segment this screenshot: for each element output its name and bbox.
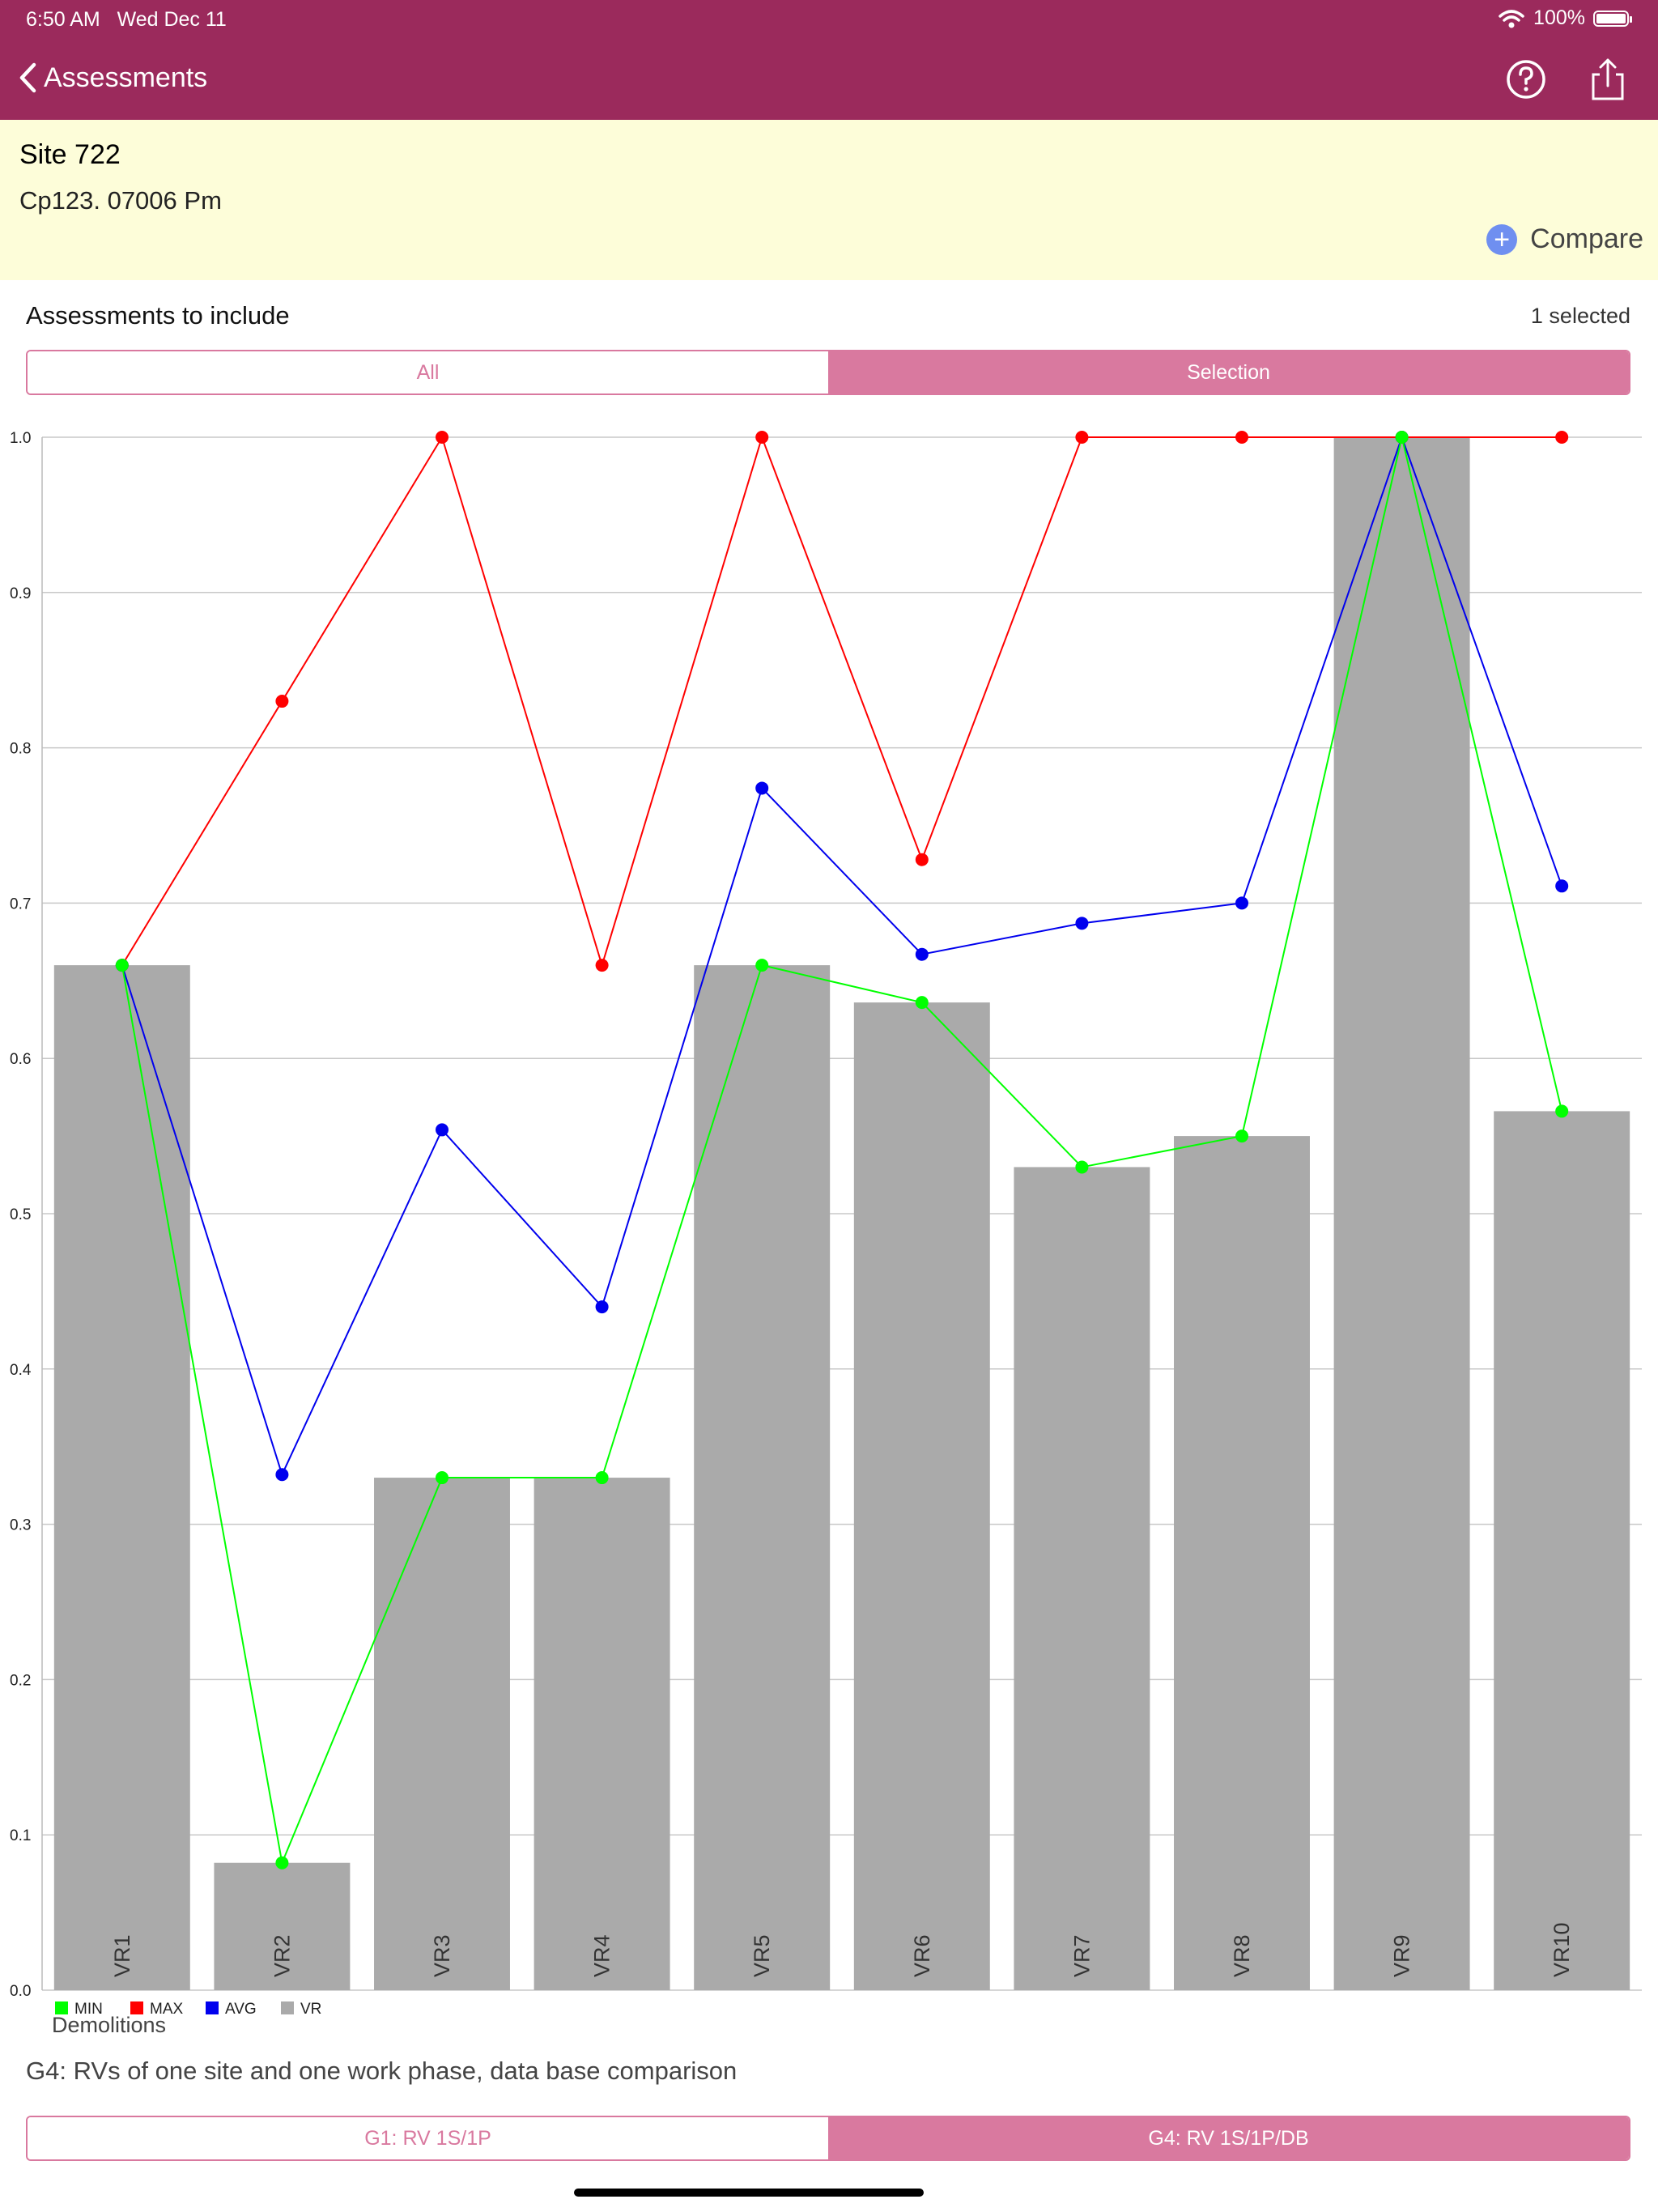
segment-selection[interactable]: Selection: [828, 351, 1629, 393]
plus-circle-icon: +: [1486, 223, 1518, 255]
nav-bar: Assessments: [0, 39, 1658, 120]
x-tick-label: VR5: [750, 1934, 774, 1977]
segment-g4[interactable]: G4: RV 1S/1P/DB: [828, 2117, 1629, 2159]
legend-swatch-min: [55, 2001, 68, 2014]
status-time: 6:50 AM Wed Dec 11: [26, 8, 227, 31]
wifi-icon: [1499, 9, 1524, 28]
compare-button[interactable]: + Compare: [1486, 223, 1643, 255]
x-tick-label: VR9: [1390, 1934, 1414, 1977]
question-circle-icon[interactable]: [1503, 57, 1549, 102]
bar-vr9: [1333, 437, 1470, 1990]
y-tick-label: 1.0: [10, 430, 31, 447]
bar-vr1: [53, 965, 190, 1990]
x-tick-label: VR1: [110, 1934, 134, 1977]
x-tick-label: VR10: [1550, 1922, 1574, 1977]
legend-swatch-avg: [206, 2001, 219, 2014]
point-avg-vr6: [915, 947, 929, 961]
battery-percent: 100%: [1533, 6, 1585, 29]
point-avg-vr5: [755, 781, 769, 795]
selected-count: 1 selected: [1530, 304, 1630, 328]
y-tick-label: 0.5: [10, 1206, 31, 1223]
point-max-vr3: [436, 431, 449, 444]
bar-vr2: [214, 1862, 351, 1990]
point-min-vr10: [1555, 1104, 1569, 1118]
bar-vr8: [1174, 1136, 1310, 1990]
point-max-vr4: [595, 959, 609, 972]
home-indicator: [574, 2189, 924, 2197]
point-avg-vr3: [436, 1123, 449, 1137]
point-min-vr8: [1235, 1129, 1248, 1143]
legend-label-min: MIN: [74, 2001, 103, 2018]
y-tick-label: 0.4: [10, 1362, 32, 1379]
y-tick-label: 0.2: [10, 1672, 31, 1689]
compare-label: Compare: [1530, 223, 1643, 254]
x-tick-label: VR4: [590, 1934, 614, 1977]
y-tick-label: 0.0: [10, 1983, 31, 2000]
point-max-vr8: [1235, 431, 1248, 444]
y-tick-label: 0.6: [10, 1051, 31, 1068]
point-avg-vr10: [1555, 879, 1569, 893]
point-min-vr4: [595, 1471, 609, 1485]
graph-segmented-control: G1: RV 1S/1P G4: RV 1S/1P/DB: [26, 2116, 1630, 2161]
bar-vr10: [1494, 1111, 1630, 1990]
x-tick-label: VR8: [1230, 1934, 1254, 1977]
point-avg-vr7: [1075, 917, 1089, 930]
point-max-vr6: [915, 853, 929, 866]
series-line-max: [121, 434, 1562, 968]
graph-caption: G4: RVs of one site and one work phase, …: [26, 2057, 738, 2085]
point-min-vr6: [915, 996, 929, 1010]
status-right: 100%: [1498, 6, 1632, 30]
point-min-vr5: [755, 959, 769, 972]
site-title: Site 722: [19, 139, 121, 170]
rv-chart: 0.0 0.1 0.2 0.3 0.4 0.5 0.6 0.7 0.8 0.9 1.0 VR1 VR2 V…: [10, 430, 1642, 2037]
legend-label-vr: VR: [300, 2001, 321, 2018]
y-tick-label: 0.8: [10, 741, 31, 758]
x-axis-title: Demolitions: [52, 2013, 166, 2037]
bar-vr5: [694, 965, 831, 1990]
back-button[interactable]: Assessments: [18, 62, 207, 94]
point-avg-vr8: [1235, 896, 1248, 910]
bar-vr7: [1014, 1167, 1150, 1990]
y-tick-label: 0.7: [10, 895, 31, 912]
point-avg-vr4: [595, 1300, 609, 1314]
series-line-avg: [121, 434, 1563, 1477]
x-tick-label: VR6: [910, 1934, 934, 1977]
status-bar: 6:50 AM Wed Dec 11 100%: [0, 0, 1658, 39]
bar-vr3: [374, 1478, 510, 1990]
back-label: Assessments: [44, 62, 208, 93]
battery-icon: [1593, 10, 1632, 27]
y-tick-label: 0.1: [10, 1827, 31, 1844]
legend-label-avg: AVG: [225, 2001, 257, 2018]
segment-all[interactable]: All: [28, 351, 828, 393]
point-max-vr10: [1555, 431, 1569, 444]
y-tick-label: 0.3: [10, 1517, 31, 1534]
legend-swatch-max: [130, 2001, 143, 2014]
point-avg-vr2: [275, 1468, 289, 1482]
include-label: Assessments to include: [26, 301, 290, 330]
point-max-vr5: [755, 431, 769, 444]
legend-swatch-vr: [281, 2001, 294, 2014]
segment-g1[interactable]: G1: RV 1S/1P: [28, 2117, 828, 2159]
x-tick-label: VR3: [430, 1934, 454, 1977]
x-tick-label: VR7: [1069, 1934, 1094, 1977]
series-line-min: [121, 436, 1563, 1866]
point-min-vr7: [1075, 1160, 1089, 1174]
bar-vr6: [853, 1002, 990, 1990]
point-min-vr9: [1395, 431, 1409, 444]
include-segmented-control: All Selection: [26, 350, 1630, 395]
x-tick-label: VR2: [270, 1934, 294, 1977]
site-info-panel: Site 722 Cp123. 07006 Pm + Compare: [0, 120, 1658, 280]
chevron-left-icon: [19, 62, 36, 93]
point-min-vr1: [115, 959, 129, 972]
share-icon[interactable]: [1585, 57, 1630, 102]
legend-label-max: MAX: [150, 2001, 184, 2018]
y-tick-label: 0.9: [10, 585, 31, 602]
point-max-vr2: [275, 695, 289, 708]
point-min-vr3: [436, 1471, 449, 1485]
bar-vr4: [534, 1478, 670, 1990]
site-subtitle: Cp123. 07006 Pm: [19, 186, 222, 215]
point-min-vr2: [275, 1856, 289, 1870]
point-max-vr7: [1075, 431, 1089, 444]
